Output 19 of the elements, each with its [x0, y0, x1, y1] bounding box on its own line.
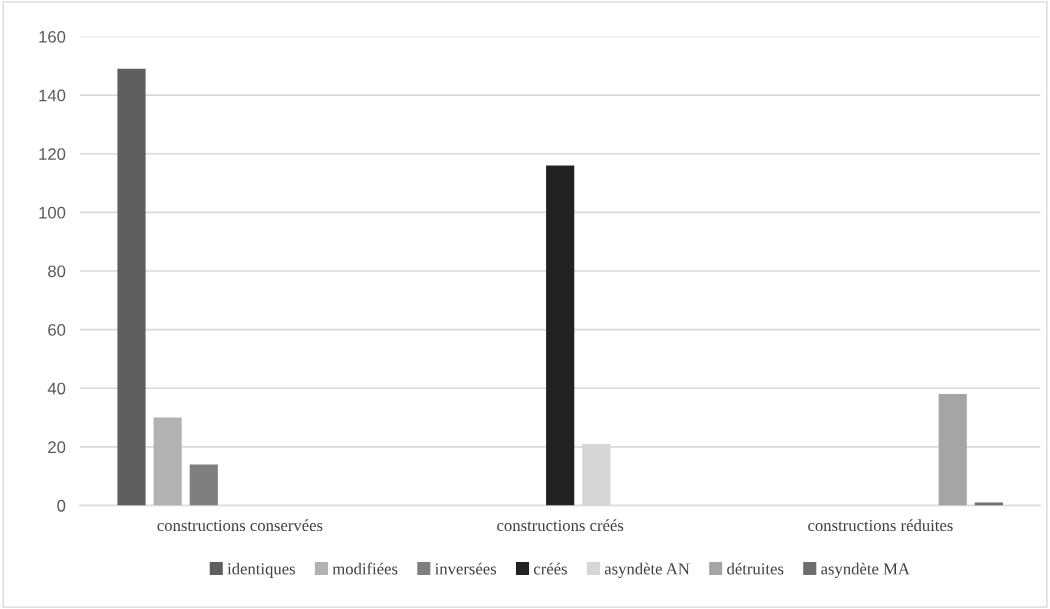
legend-label: asyndète MA — [821, 562, 910, 578]
x-tick-label: constructions réduites — [808, 519, 953, 532]
y-tick-label: 160 — [39, 30, 66, 43]
y-tick-label: 20 — [48, 441, 66, 454]
y-tick-label: 120 — [39, 148, 66, 160]
legend-label: inversées — [435, 562, 497, 575]
legend-label: modifiées — [332, 562, 398, 575]
y-tick-label: 60 — [48, 324, 66, 336]
y-tick-label: 80 — [48, 265, 66, 278]
legend-label: asyndète AN — [604, 562, 690, 578]
legend-label: identiques — [227, 562, 295, 578]
x-tick-label: constructions conservées — [157, 519, 323, 532]
legend-label: créés — [533, 562, 567, 575]
y-tick-label: 40 — [47, 382, 66, 395]
legend-label: détruites — [727, 562, 784, 575]
y-tick-label: 140 — [39, 89, 66, 102]
x-tick-label: constructions créés — [497, 519, 624, 532]
y-tick-label: 100 — [39, 206, 66, 219]
y-tick-label: 0 — [57, 499, 66, 512]
